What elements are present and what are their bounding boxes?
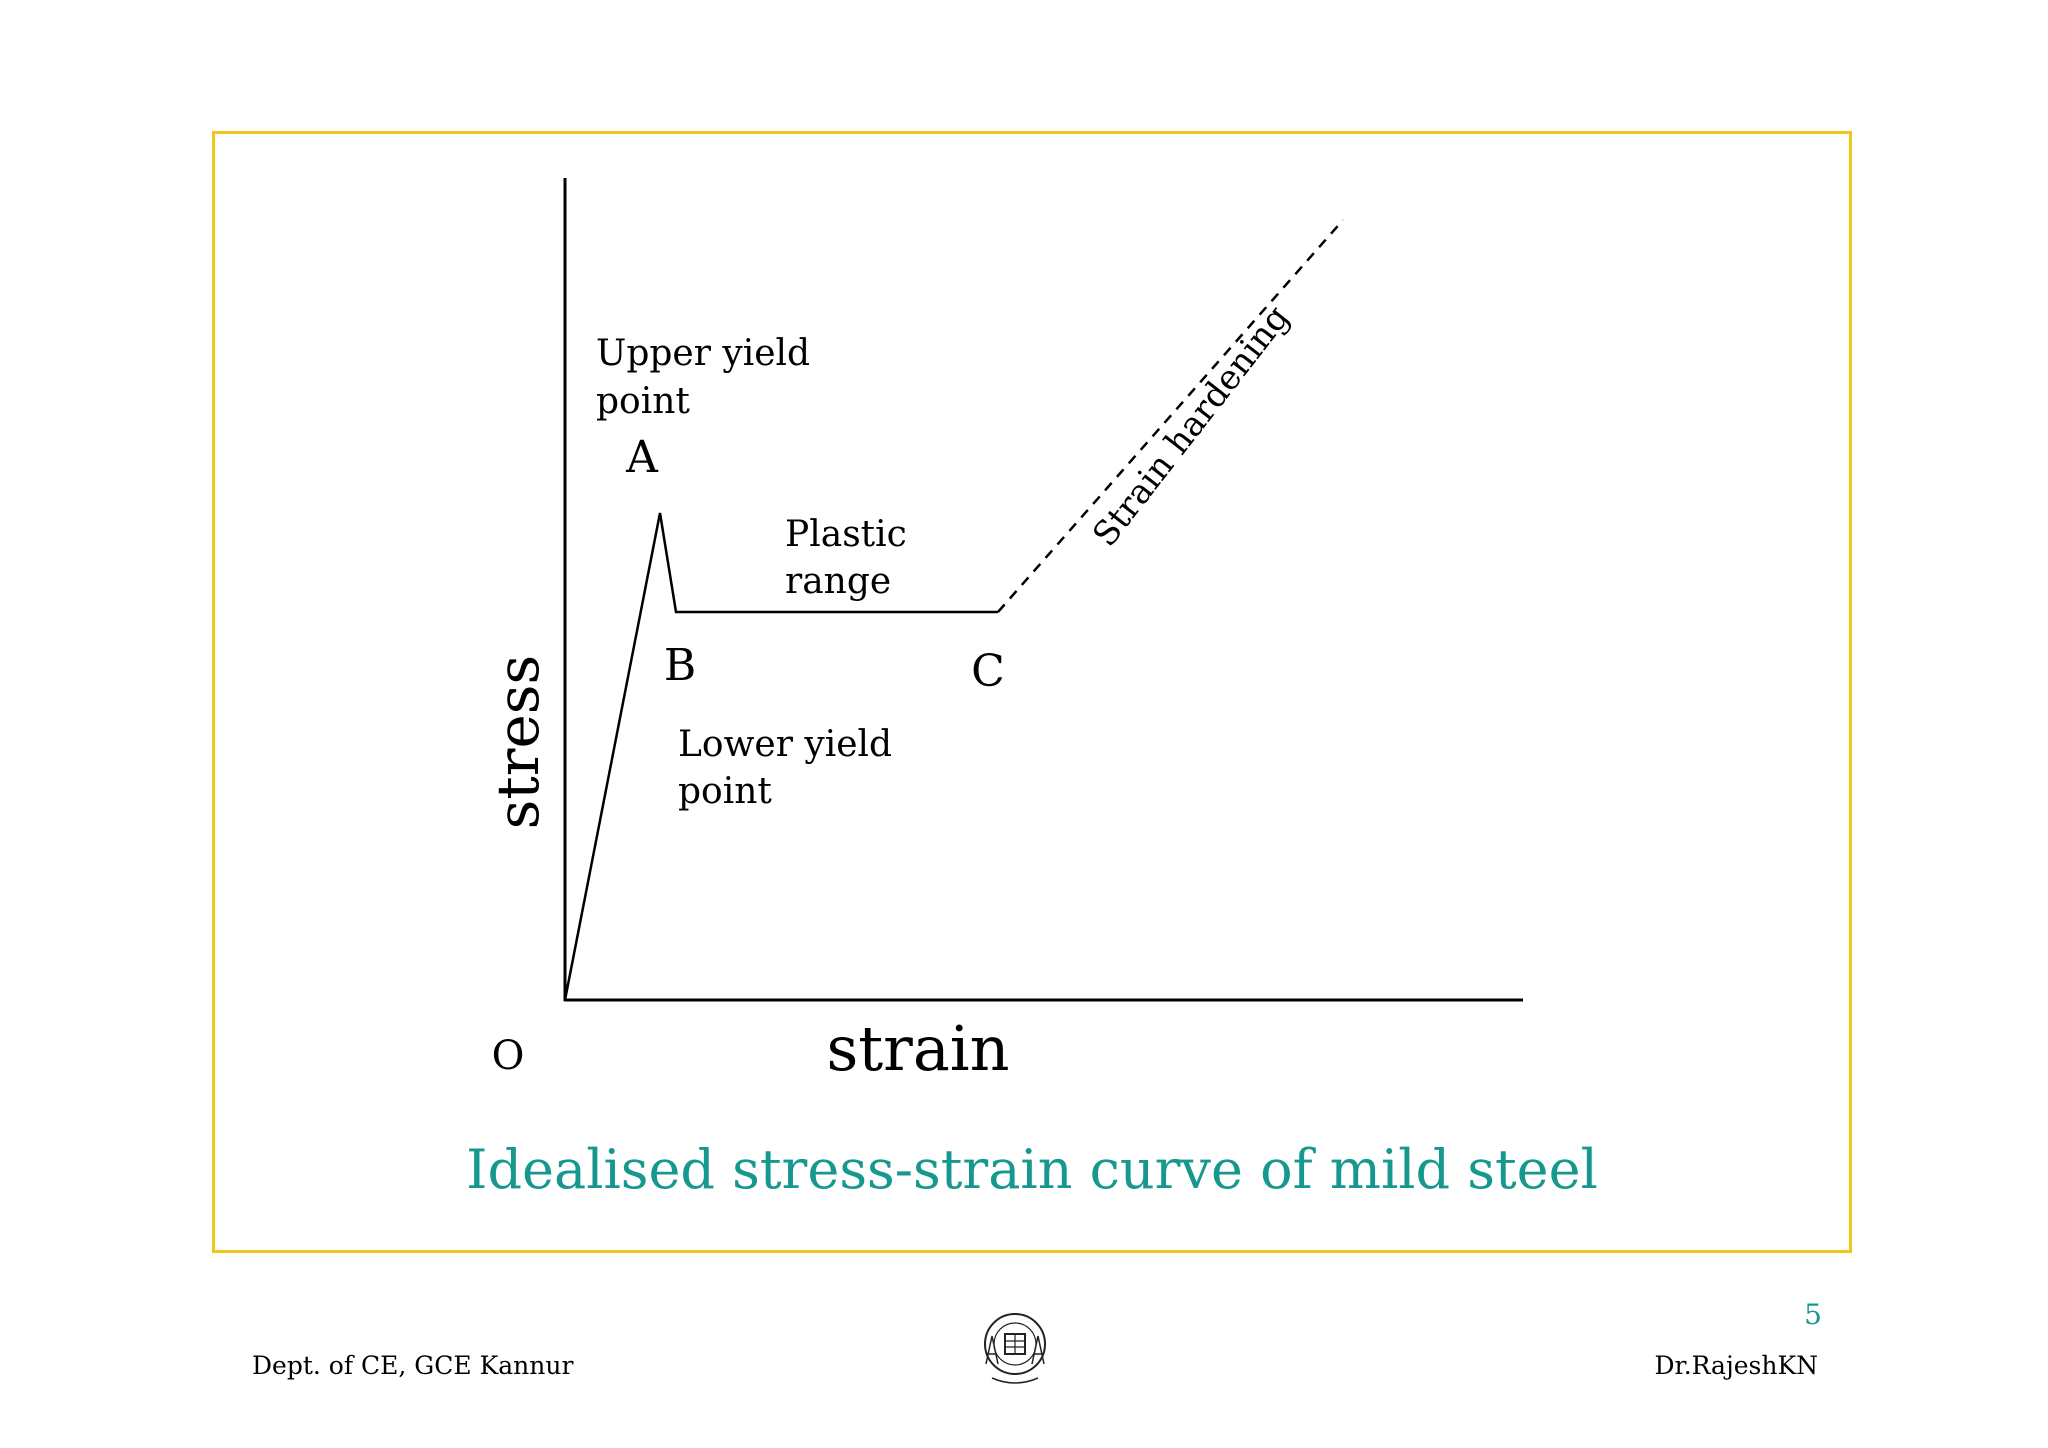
lower-yield-text-line1: Lower yield bbox=[678, 724, 892, 765]
lower-yield-text-line2: point bbox=[678, 771, 772, 812]
origin-label: O bbox=[492, 1033, 525, 1079]
strain-hardening-line bbox=[997, 219, 1344, 613]
footer-department: Dept. of CE, GCE Kannur bbox=[252, 1351, 574, 1380]
slide-frame bbox=[212, 131, 1852, 1253]
footer-author: Dr.RajeshKN bbox=[1654, 1351, 1818, 1380]
point-c-label: C bbox=[971, 646, 1005, 697]
upper-yield-text-line2: point bbox=[596, 381, 690, 422]
slide-caption: Idealised stress-strain curve of mild st… bbox=[466, 1138, 1598, 1201]
page-number: 5 bbox=[1804, 1298, 1822, 1331]
stress-strain-curve bbox=[563, 512, 998, 1001]
college-seal-icon bbox=[984, 1313, 1046, 1384]
point-a-label: A bbox=[625, 432, 659, 483]
plastic-range-text-line1: Plastic bbox=[785, 514, 907, 555]
x-axis-label: strain bbox=[826, 1012, 1009, 1085]
plastic-range-text-line2: range bbox=[785, 561, 891, 602]
upper-yield-text-line1: Upper yield bbox=[596, 333, 810, 374]
strain-hardening-text: Strain hardening bbox=[1085, 298, 1297, 554]
y-axis-label: stress bbox=[484, 655, 552, 830]
point-b-label: B bbox=[664, 640, 696, 691]
